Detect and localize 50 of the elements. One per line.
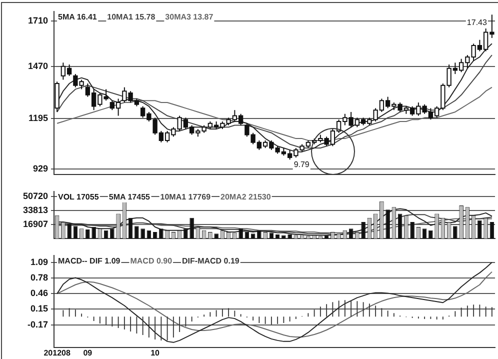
text: DIF-MACD 0.19 [182,256,240,266]
y-tick-label: 0.46 [30,288,48,298]
y-tick-label: 50720 [22,191,48,202]
y-tick-label: -0.17 [27,320,48,330]
bar [190,218,194,239]
y-tick-label: 0.78 [30,272,48,282]
bar [110,228,114,239]
bar [134,226,139,239]
bar [128,218,133,239]
bar [348,228,354,239]
annotation: 9.79 [294,160,310,169]
bar [92,227,96,239]
bar [422,228,427,239]
bar [257,230,262,239]
text: MACD 0.90 [130,256,173,266]
text: 20MA2 21530 [220,192,272,202]
x-tick-label: 201208 [44,348,71,358]
bar [478,220,482,239]
bar [398,214,402,239]
y-tick-label: 1.09 [30,256,48,267]
y-tick-label: 1195 [28,113,48,124]
text: 10MA1 15.78 [107,12,156,22]
bar [184,228,188,239]
bar [238,228,243,239]
bar [86,229,90,239]
text: 10MA1 17769 [160,192,212,202]
x-tick-label: 10 [150,348,160,358]
y-tick-label: 16907 [22,219,48,230]
bar [159,228,164,239]
bar [140,228,145,239]
text: 5MA 16.41 [58,12,98,22]
text: 30MA3 13.87 [165,12,214,22]
y-tick-label: 0.15 [30,304,48,314]
y-tick-label: 1470 [28,60,48,71]
bar [67,224,72,239]
bar [386,210,390,239]
y-tick-label: 1710 [28,15,48,26]
bar [361,222,366,239]
bar [453,226,458,239]
text: 5MA 17455 [108,192,151,202]
bar [410,222,414,239]
series-label: VOL 17055 [58,192,100,202]
x-tick-label: 09 [83,348,93,358]
annotation: 17.43 [466,18,488,27]
y-tick-label: 929 [32,164,48,174]
y-tick-label: 33813 [22,205,48,216]
bar [490,222,494,239]
bar [428,230,433,239]
bar [73,226,78,239]
text: MACD-- DIF 1.09 [58,256,121,266]
